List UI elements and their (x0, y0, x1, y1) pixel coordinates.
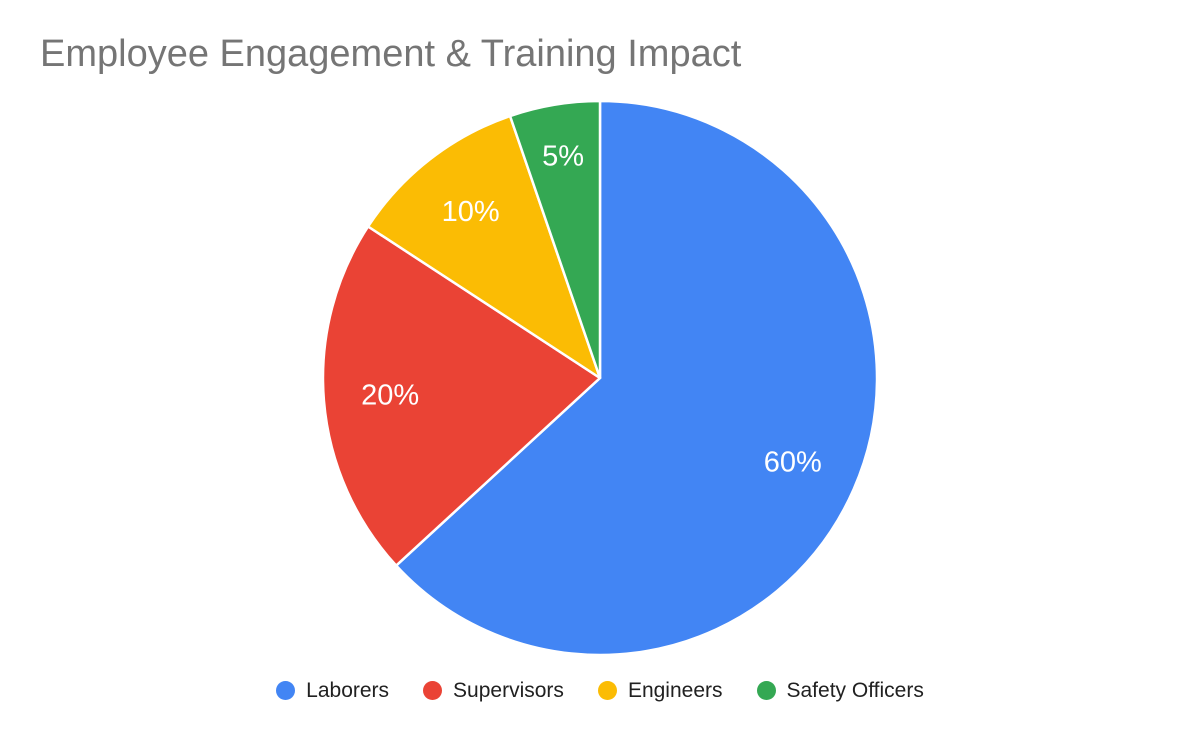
pie-slice-label-engineers: 10% (442, 196, 500, 228)
legend-label-laborers: Laborers (306, 679, 390, 702)
legend-swatch-safety-officers (756, 681, 776, 700)
pie-slice-laborers[interactable] (394, 99, 879, 657)
legend-item-supervisors[interactable]: Supervisors (423, 680, 564, 701)
legend-swatch-laborers (276, 681, 296, 700)
legend-label-safety-officers: Safety Officers (786, 679, 924, 702)
legend-item-safety-officers[interactable]: Safety Officers (756, 679, 924, 702)
legend-swatch-engineers (597, 681, 617, 700)
pie-slice-supervisors[interactable] (321, 225, 602, 567)
pie-slice-safety-officers[interactable] (508, 99, 602, 380)
chart-legend: Laborers Supervisors Engineers Safety Offic… (0, 680, 1200, 701)
legend-label-engineers: Engineers (627, 679, 723, 702)
legend-item-laborers[interactable]: Laborers (276, 680, 389, 701)
pie-slice-label-safety-officers: 5% (542, 141, 584, 173)
chart-title: Employee Engagement & Training Impact (40, 33, 742, 75)
legend-item-engineers[interactable]: Engineers (597, 679, 723, 702)
legend-swatch-supervisors (423, 681, 443, 700)
legend-label-supervisors: Supervisors (453, 679, 564, 702)
pie-slice-label-laborers: 60% (764, 447, 822, 479)
pie-slice-engineers[interactable] (366, 114, 602, 380)
pie-slice-label-supervisors: 20% (361, 379, 419, 411)
